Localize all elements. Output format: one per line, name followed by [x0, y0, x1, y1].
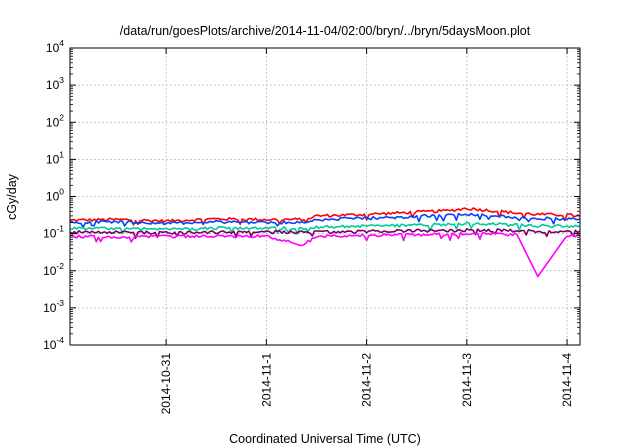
chart-title: /data/run/goesPlots/archive/2014-11-04/0…: [120, 24, 531, 38]
series-group: [69, 207, 580, 278]
x-axis-label: Coordinated Universal Time (UTC): [229, 432, 421, 446]
x-tick-label: 2014-10-31: [159, 353, 173, 415]
x-tick-label: 2014-11-3: [460, 353, 474, 407]
y-axis: 10-4 10-3 10-2 10-1 100 101 102 103 104: [43, 38, 580, 352]
series-line-3: [70, 221, 580, 235]
y-axis-label: cGy/day: [5, 173, 19, 220]
x-tick-label: 2014-11-2: [360, 353, 374, 407]
y-tick-label: 10-4: [43, 335, 64, 352]
series-line-2: [69, 212, 580, 228]
series-line-5: [70, 231, 580, 278]
x-tick-label: 2014-11-1: [259, 353, 273, 407]
y-tick-label: 104: [46, 38, 64, 55]
x-axis: 2014-10-31 2014-11-1 2014-11-2 2014-11-3 201…: [159, 48, 574, 414]
grid: [70, 48, 580, 345]
series-line-1: [70, 207, 580, 226]
x-tick-label: 2014-11-4: [560, 353, 574, 407]
y-tick-label: 10-1: [43, 224, 64, 241]
y-tick-label: 10-3: [43, 298, 64, 315]
y-tick-label: 101: [46, 149, 64, 166]
y-tick-label: 103: [46, 75, 64, 92]
y-tick-label: 10-2: [43, 261, 64, 278]
y-tick-label: 102: [46, 112, 64, 129]
y-tick-label: 100: [46, 187, 64, 204]
